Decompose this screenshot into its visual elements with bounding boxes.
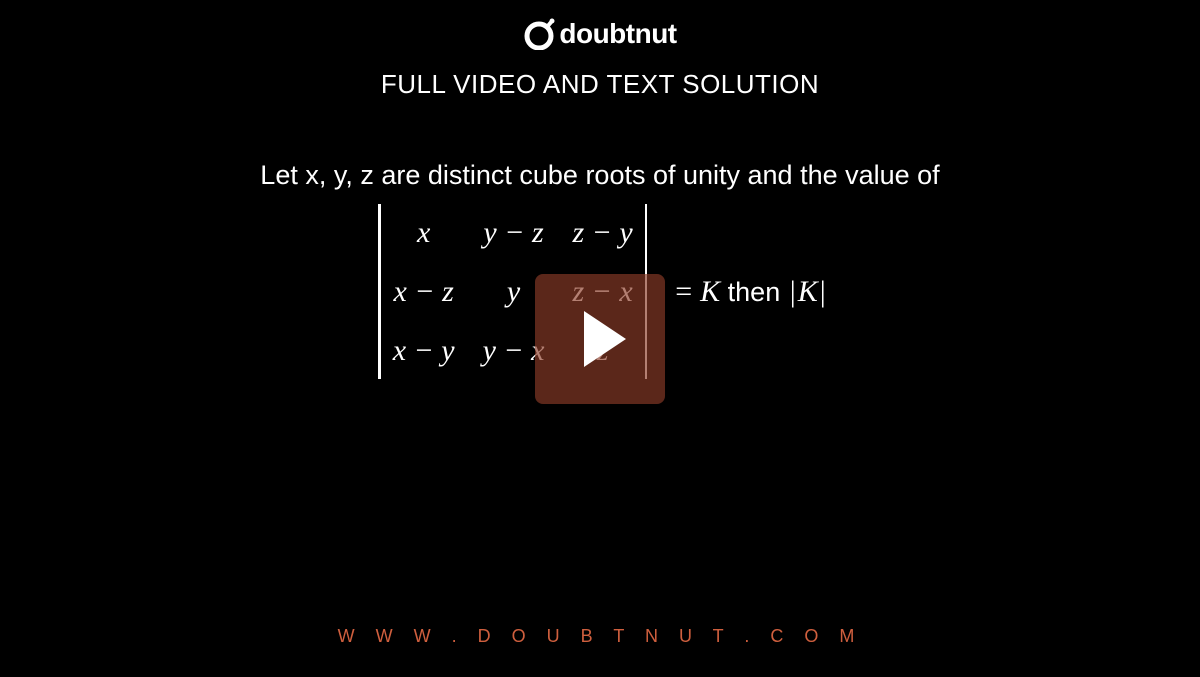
play-icon [584, 311, 626, 367]
logo: doubtnut [523, 18, 676, 50]
after-det: =K then |K| [667, 269, 828, 314]
play-button[interactable] [535, 274, 665, 404]
logo-icon [523, 18, 555, 50]
then-text: then [720, 277, 788, 307]
footer-url: W W W . D O U B T N U T . C O M [0, 626, 1200, 647]
det-left-bar [378, 204, 381, 379]
header: doubtnut FULL VIDEO AND TEXT SOLUTION [0, 0, 1200, 100]
logo-text: doubtnut [559, 18, 676, 50]
det-cell-0-1: y − z [483, 210, 545, 255]
det-cell-0-0: x [393, 210, 455, 255]
det-cell-0-2: z − y [572, 210, 632, 255]
det-cell-1-0: x − z [393, 269, 455, 314]
subtitle: FULL VIDEO AND TEXT SOLUTION [0, 69, 1200, 100]
intro-text: Let x, y, z are distinct cube roots of u… [0, 155, 1200, 196]
det-cell-2-0: x − y [393, 328, 455, 373]
